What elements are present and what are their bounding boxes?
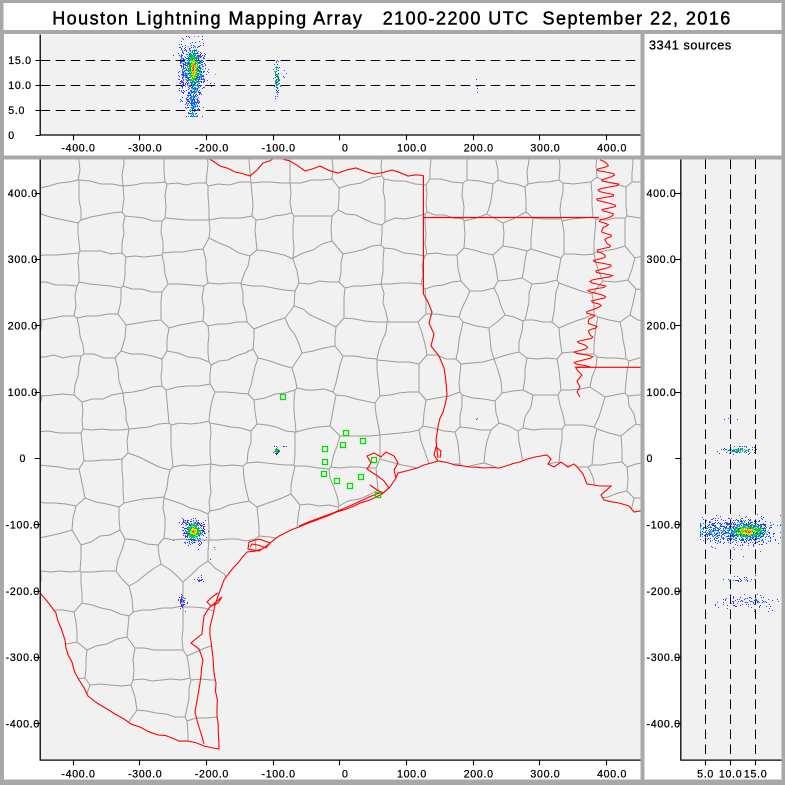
- svg-text:-100.0: -100.0: [6, 520, 40, 532]
- svg-text:-200.0: -200.0: [647, 586, 681, 598]
- svg-text:-300.0: -300.0: [128, 143, 162, 155]
- svg-text:5.0: 5.0: [8, 105, 25, 117]
- svg-text:400.0: 400.0: [8, 188, 38, 200]
- svg-text:-200.0: -200.0: [195, 768, 229, 780]
- svg-text:400.0: 400.0: [597, 768, 627, 780]
- svg-text:-300.0: -300.0: [6, 652, 40, 664]
- svg-text:-200.0: -200.0: [6, 586, 40, 598]
- svg-text:-400.0: -400.0: [6, 719, 40, 731]
- svg-text:200.0: 200.0: [464, 768, 494, 780]
- svg-text:0: 0: [342, 768, 349, 780]
- svg-text:300.0: 300.0: [530, 768, 560, 780]
- svg-text:100.0: 100.0: [397, 143, 427, 155]
- svg-text:400.0: 400.0: [597, 143, 627, 155]
- svg-text:15.0: 15.0: [8, 55, 31, 67]
- svg-text:400.0: 400.0: [647, 188, 677, 200]
- svg-text:100.0: 100.0: [647, 387, 677, 399]
- svg-text:200.0: 200.0: [647, 321, 677, 333]
- svg-text:15.0: 15.0: [744, 768, 767, 780]
- svg-text:100.0: 100.0: [8, 387, 38, 399]
- svg-text:200.0: 200.0: [8, 321, 38, 333]
- svg-text:-300.0: -300.0: [128, 768, 162, 780]
- svg-text:5.0: 5.0: [697, 768, 714, 780]
- svg-text:Houston Lightning Mapping Arra: Houston Lightning Mapping Array 2100-220…: [52, 9, 732, 29]
- svg-text:-400.0: -400.0: [647, 719, 681, 731]
- svg-text:300.0: 300.0: [647, 254, 677, 266]
- svg-text:300.0: 300.0: [530, 143, 560, 155]
- svg-text:0: 0: [342, 143, 349, 155]
- svg-text:0: 0: [20, 453, 27, 465]
- svg-text:200.0: 200.0: [464, 143, 494, 155]
- svg-text:-300.0: -300.0: [647, 652, 681, 664]
- svg-text:3341 sources: 3341 sources: [649, 39, 732, 53]
- svg-text:10.0: 10.0: [8, 80, 31, 92]
- svg-text:-400.0: -400.0: [61, 768, 95, 780]
- svg-text:300.0: 300.0: [8, 254, 38, 266]
- svg-text:-200.0: -200.0: [195, 143, 229, 155]
- svg-text:-100.0: -100.0: [647, 520, 681, 532]
- svg-text:0: 0: [647, 453, 654, 465]
- svg-text:100.0: 100.0: [397, 768, 427, 780]
- svg-text:-100.0: -100.0: [261, 143, 295, 155]
- svg-text:-400.0: -400.0: [61, 143, 95, 155]
- svg-text:0: 0: [8, 130, 15, 142]
- svg-text:10.0: 10.0: [719, 768, 742, 780]
- svg-text:-100.0: -100.0: [261, 768, 295, 780]
